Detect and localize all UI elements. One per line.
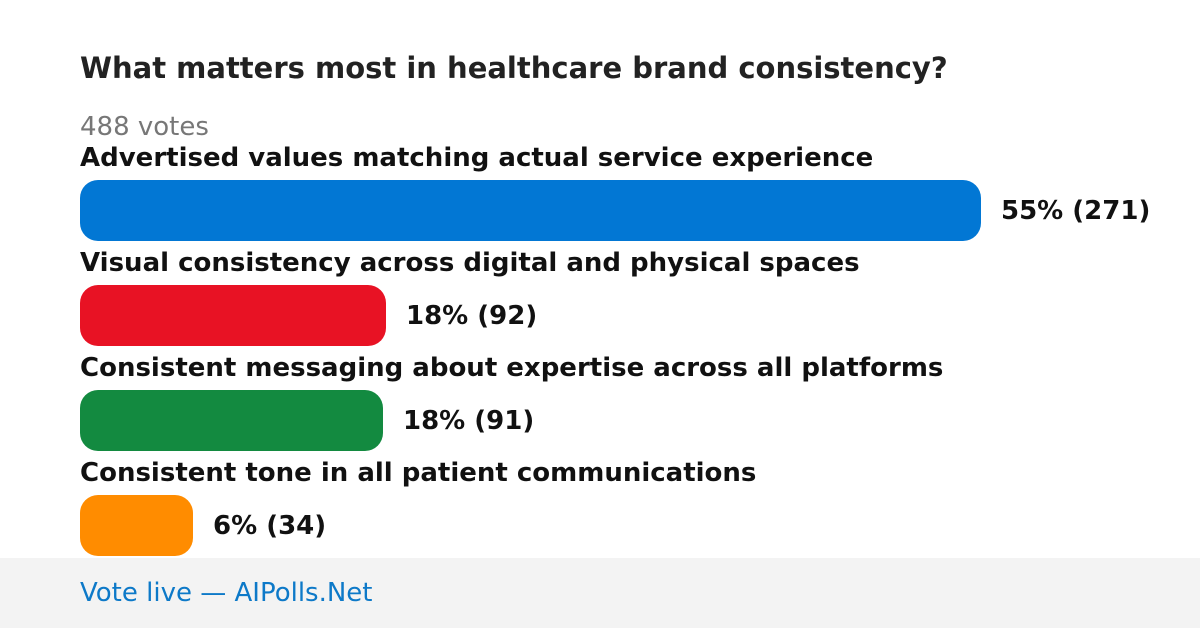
option-label: Advertised values matching actual servic… xyxy=(80,143,874,173)
option-label: Visual consistency across digital and ph… xyxy=(80,248,860,278)
footer: Vote live — AIPolls.Net xyxy=(0,558,1200,628)
poll-option[interactable]: Consistent messaging about expertise acr… xyxy=(80,349,1180,454)
result-value: 55% (271) xyxy=(1001,195,1151,226)
result-bar xyxy=(80,285,386,346)
poll-option[interactable]: Consistent tone in all patient communica… xyxy=(80,454,1180,559)
option-result-row: 18% (92) xyxy=(80,285,1180,346)
result-value: 6% (34) xyxy=(213,510,327,541)
poll-options: Advertised values matching actual servic… xyxy=(80,139,1180,559)
poll-title: What matters most in healthcare brand co… xyxy=(80,51,948,85)
option-label: Consistent messaging about expertise acr… xyxy=(80,353,944,383)
result-bar xyxy=(80,390,383,451)
vote-count: 488 votes xyxy=(80,112,209,142)
poll-option[interactable]: Advertised values matching actual servic… xyxy=(80,139,1180,244)
option-result-row: 6% (34) xyxy=(80,495,1180,556)
option-result-row: 18% (91) xyxy=(80,390,1180,451)
vote-live-link[interactable]: Vote live — AIPolls.Net xyxy=(80,578,373,608)
result-bar xyxy=(80,180,981,241)
poll-option[interactable]: Visual consistency across digital and ph… xyxy=(80,244,1180,349)
option-label: Consistent tone in all patient communica… xyxy=(80,458,757,488)
result-value: 18% (91) xyxy=(403,405,535,436)
option-result-row: 55% (271) xyxy=(80,180,1180,241)
result-value: 18% (92) xyxy=(406,300,538,331)
result-bar xyxy=(80,495,193,556)
